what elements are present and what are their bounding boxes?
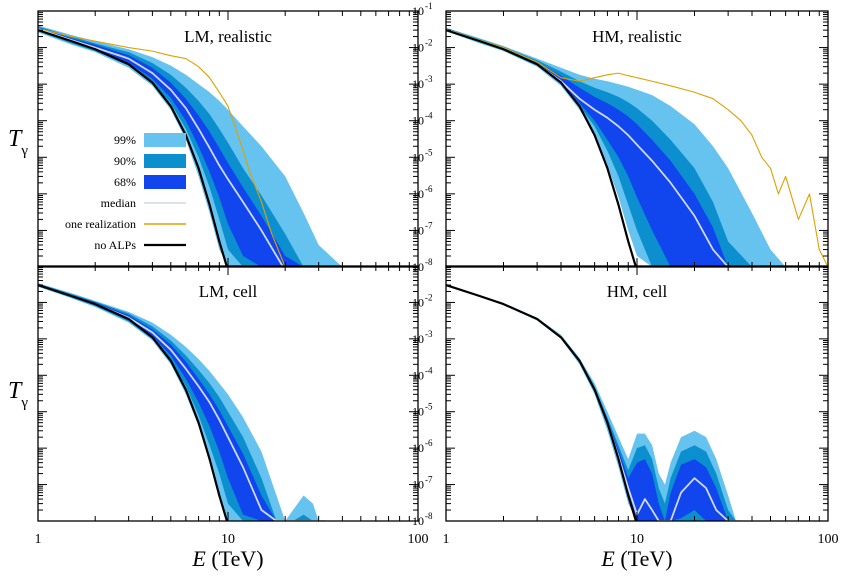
x-tick-label: 100 bbox=[818, 532, 839, 547]
legend-item: 68% bbox=[114, 175, 186, 189]
y-tick-exponent: -6 bbox=[425, 184, 433, 194]
y-tick-exponent: -2 bbox=[425, 38, 433, 48]
no-alps-line bbox=[38, 29, 229, 267]
y-axis-label: Tγ bbox=[8, 126, 28, 159]
y-tick-label: 10 bbox=[412, 368, 424, 382]
no-alps-line bbox=[38, 284, 229, 521]
one-realization-line bbox=[446, 28, 828, 267]
x-tick-label: 100 bbox=[408, 532, 429, 547]
plot-area bbox=[446, 284, 741, 521]
y-tick-exponent: -3 bbox=[425, 74, 433, 84]
x-ticks bbox=[94, 266, 410, 521]
plot-area bbox=[38, 283, 327, 521]
y-tick-label: 10 bbox=[412, 441, 424, 455]
y-tick-exponent: -8 bbox=[425, 257, 433, 267]
legend-swatch bbox=[144, 133, 186, 147]
legend-item: median bbox=[101, 196, 186, 210]
no-alps-line bbox=[446, 284, 638, 521]
y-tick-labels: 10-210-310-410-510-610-710-8 bbox=[412, 292, 433, 528]
y-tick-label: 10 bbox=[412, 223, 424, 237]
y-tick-exponent: -5 bbox=[425, 147, 433, 157]
plot-area bbox=[446, 27, 828, 267]
y-tick-exponent: -2 bbox=[425, 292, 433, 302]
x-tick-label: 10 bbox=[630, 532, 644, 547]
one-realization-line bbox=[38, 28, 286, 267]
band-90 bbox=[38, 283, 327, 521]
y-tick-exponent: -3 bbox=[425, 329, 433, 339]
y-tick-exponent: -6 bbox=[425, 438, 433, 448]
panel-title: HM, cell bbox=[607, 282, 668, 301]
x-ticks bbox=[502, 266, 820, 521]
x-tick-label: 1 bbox=[443, 532, 450, 547]
band-99 bbox=[38, 283, 327, 521]
panel-title: LM, cell bbox=[199, 282, 258, 301]
x-axis-label: E (TeV) bbox=[600, 546, 672, 571]
panel-2: LM, cell 1 10 100 E (TeV) bbox=[35, 265, 429, 571]
y-ticks bbox=[446, 12, 828, 268]
y-ticks bbox=[38, 12, 418, 268]
legend-label: 90% bbox=[114, 154, 136, 168]
legend-label: median bbox=[101, 196, 136, 210]
legend-label: 99% bbox=[114, 133, 136, 147]
y-tick-exponent: -5 bbox=[425, 402, 433, 412]
y-tick-label: 10 bbox=[412, 514, 424, 528]
legend-label: 68% bbox=[114, 175, 136, 189]
y-ticks bbox=[38, 267, 418, 522]
y-tick-label: 10 bbox=[412, 405, 424, 419]
y-axis-label: Tγ bbox=[8, 378, 28, 411]
y-tick-exponent: -1 bbox=[425, 1, 433, 11]
x-tick-label: 1 bbox=[35, 532, 42, 547]
y-tick-label: 10 bbox=[412, 41, 424, 55]
median-line bbox=[38, 284, 327, 521]
no-alps-line bbox=[446, 29, 638, 267]
y-tick-label: 10 bbox=[412, 332, 424, 346]
panel-title: LM, realistic bbox=[184, 27, 272, 46]
x-tick-labels: 1 10 100 E (TeV) bbox=[35, 532, 429, 571]
y-tick-exponent: -4 bbox=[425, 111, 433, 121]
legend-item: one realization bbox=[65, 217, 186, 231]
legend-item: 90% bbox=[114, 154, 186, 168]
y-tick-exponent: -4 bbox=[425, 365, 433, 375]
x-tick-label: 10 bbox=[221, 532, 235, 547]
y-tick-label: 10 bbox=[412, 187, 424, 201]
legend-label: one realization bbox=[65, 217, 136, 231]
y-tick-label: 10 bbox=[412, 478, 424, 492]
legend-item: no ALPs bbox=[94, 238, 186, 252]
band-68 bbox=[38, 284, 327, 521]
legend: 99% 90% 68% median one realization no ALPs bbox=[65, 133, 186, 252]
plot-area bbox=[38, 25, 361, 267]
y-tick-exponent: -7 bbox=[425, 220, 433, 230]
x-tick-labels: 1 10 100 E (TeV) bbox=[443, 532, 839, 571]
y-tick-labels: 10-110-210-310-410-510-610-710-8 bbox=[412, 1, 433, 274]
y-tick-exponent: -8 bbox=[425, 511, 433, 521]
band-68 bbox=[38, 27, 361, 267]
panel-title: HM, realistic bbox=[592, 27, 682, 46]
band-68 bbox=[446, 28, 828, 267]
y-tick-label: 10 bbox=[412, 77, 424, 91]
y-tick-label: 10 bbox=[412, 114, 424, 128]
y-tick-exponent: -7 bbox=[425, 475, 433, 485]
legend-swatch bbox=[144, 175, 186, 189]
y-tick-label: 10 bbox=[412, 4, 424, 18]
legend-swatch bbox=[144, 154, 186, 168]
band-68 bbox=[446, 284, 741, 521]
y-tick-label: 10 bbox=[412, 295, 424, 309]
x-axis-label: E (TeV) bbox=[191, 546, 263, 571]
y-tick-label: 10 bbox=[412, 150, 424, 164]
legend-item: 99% bbox=[114, 133, 186, 147]
median-line bbox=[38, 28, 285, 267]
legend-label: no ALPs bbox=[94, 238, 136, 252]
y-ticks bbox=[446, 267, 828, 522]
